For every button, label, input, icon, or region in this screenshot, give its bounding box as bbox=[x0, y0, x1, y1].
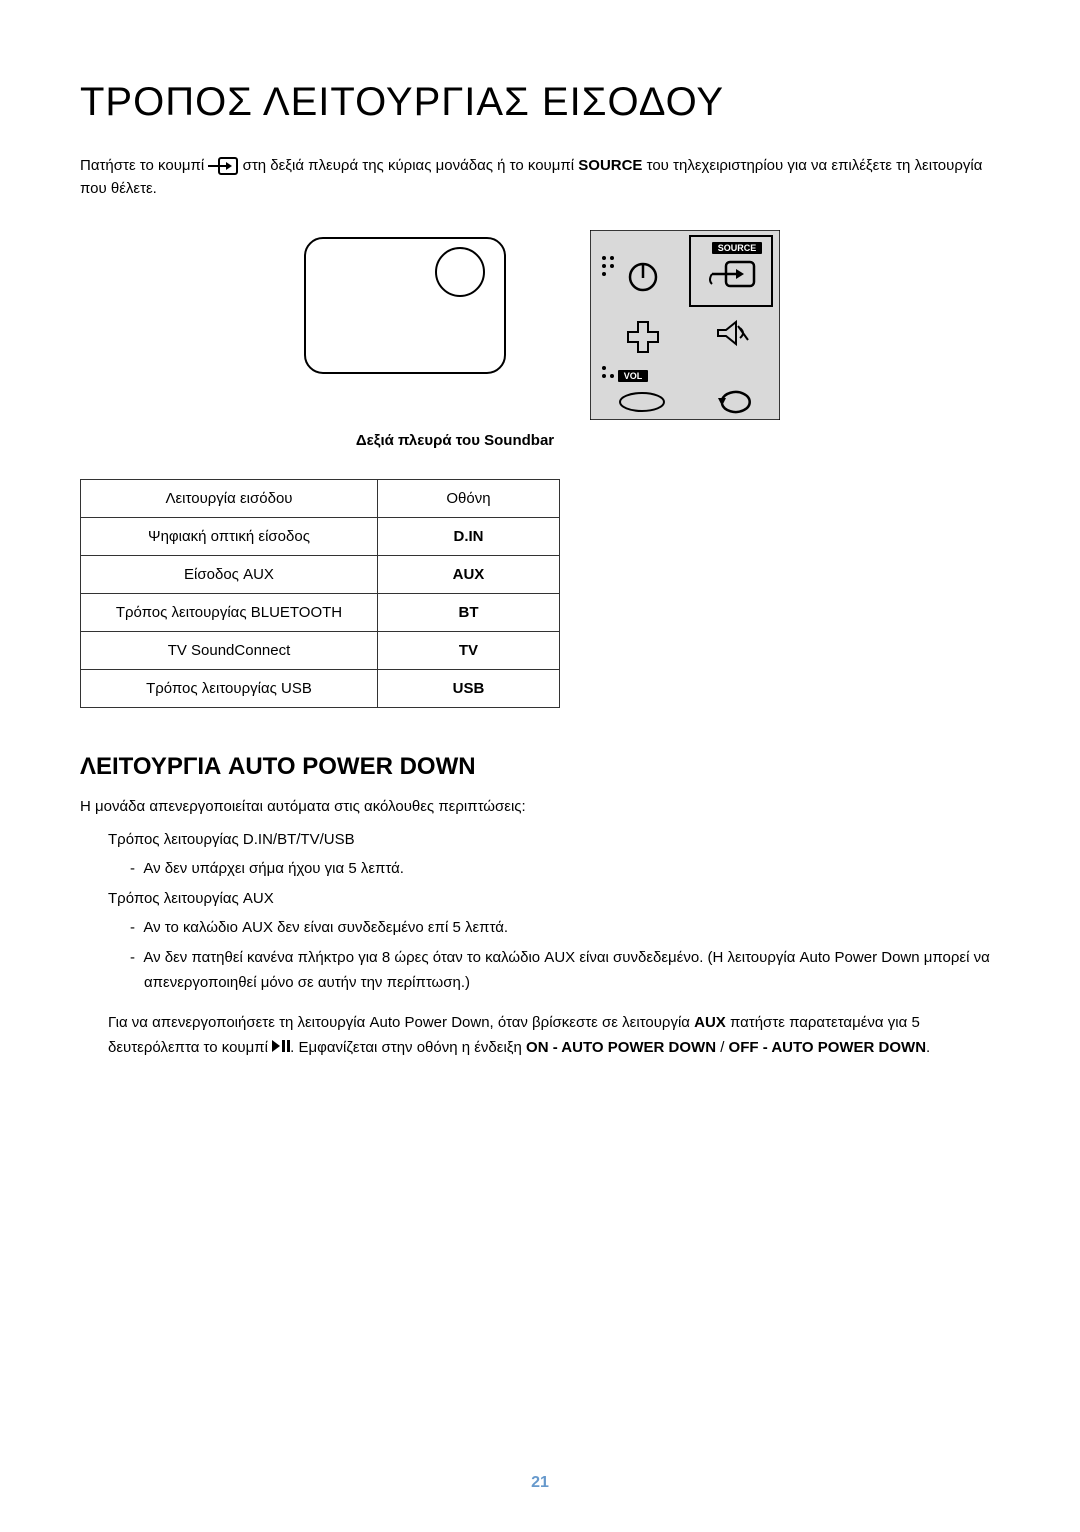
soundbar-caption: Δεξιά πλευρά του Soundbar bbox=[0, 432, 1000, 449]
cell-display: USB bbox=[377, 670, 559, 708]
source-bold-text: SOURCE bbox=[578, 157, 642, 174]
th-input-mode: Λειτουργία εισόδου bbox=[81, 480, 378, 518]
mode2-item: - Αν το καλώδιο AUX δεν είναι συνδεδεμέν… bbox=[130, 915, 1000, 941]
remote-diagram: SOURCE bbox=[590, 230, 780, 420]
autopower-list: Τρόπος λειτουργίας D.IN/BT/TV/USB - Αν δ… bbox=[108, 827, 1000, 1061]
mode1-item: - Αν δεν υπάρχει σήμα ήχου για 5 λεπτά. bbox=[130, 856, 1000, 882]
source-inline-icon bbox=[208, 157, 238, 175]
note-on: ON - AUTO POWER DOWN bbox=[526, 1039, 716, 1056]
table-row: Είσοδος AUX AUX bbox=[81, 556, 560, 594]
cell-mode: Τρόπος λειτουργίας BLUETOOTH bbox=[81, 594, 378, 632]
note-part3: . Εμφανίζεται στην οθόνη η ένδειξη bbox=[290, 1039, 526, 1056]
source-label: SOURCE bbox=[718, 243, 757, 253]
cell-display: TV bbox=[377, 632, 559, 670]
input-mode-table: Λειτουργία εισόδου Οθόνη Ψηφιακή οπτική … bbox=[80, 479, 560, 708]
cell-mode: Είσοδος AUX bbox=[81, 556, 378, 594]
cell-display: AUX bbox=[377, 556, 559, 594]
autopower-intro: Η μονάδα απενεργοποιείται αυτόματα στις … bbox=[80, 796, 1000, 819]
mode2-title: Τρόπος λειτουργίας AUX bbox=[108, 886, 1000, 912]
page-title: ΤΡΟΠΟΣ ΛΕΙΤΟΥΡΓΙΑΣ ΕΙΣΟΔΟΥ bbox=[80, 80, 1000, 125]
table-row: Τρόπος λειτουργίας USB USB bbox=[81, 670, 560, 708]
cell-mode: TV SoundConnect bbox=[81, 632, 378, 670]
note-off: OFF - AUTO POWER DOWN bbox=[729, 1039, 926, 1056]
vol-label: VOL bbox=[624, 371, 643, 381]
table-row: TV SoundConnect TV bbox=[81, 632, 560, 670]
th-display: Οθόνη bbox=[377, 480, 559, 518]
soundbar-side-diagram bbox=[300, 230, 510, 380]
mode2-item: - Αν δεν πατηθεί κανένα πλήκτρο για 8 ώρ… bbox=[130, 945, 1000, 996]
note-period: . bbox=[926, 1039, 930, 1056]
mode1-title: Τρόπος λειτουργίας D.IN/BT/TV/USB bbox=[108, 827, 1000, 853]
table-row: Ψηφιακή οπτική είσοδος D.IN bbox=[81, 518, 560, 556]
table-header-row: Λειτουργία εισόδου Οθόνη bbox=[81, 480, 560, 518]
cell-display: D.IN bbox=[377, 518, 559, 556]
intro-part1: Πατήστε το κουμπί bbox=[80, 157, 208, 174]
cell-display: BT bbox=[377, 594, 559, 632]
cell-mode: Τρόπος λειτουργίας USB bbox=[81, 670, 378, 708]
note-part1: Για να απενεργοποιήσετε τη λειτουργία Au… bbox=[108, 1014, 694, 1031]
note-aux: AUX bbox=[694, 1014, 726, 1031]
autopower-note: Για να απενεργοποιήσετε τη λειτουργία Au… bbox=[108, 1010, 1000, 1061]
diagrams-row: SOURCE bbox=[80, 230, 1000, 420]
auto-power-down-heading: ΛΕΙΤΟΥΡΓΙΑ AUTO POWER DOWN bbox=[80, 753, 1000, 781]
intro-part2: στη δεξιά πλευρά της κύριας μονάδας ή το… bbox=[243, 157, 579, 174]
intro-paragraph: Πατήστε το κουμπί στη δεξιά πλευρά της κ… bbox=[80, 155, 1000, 200]
table-row: Τρόπος λειτουργίας BLUETOOTH BT bbox=[81, 594, 560, 632]
page-number: 21 bbox=[0, 1474, 1080, 1492]
play-pause-icon bbox=[272, 1035, 290, 1061]
cell-mode: Ψηφιακή οπτική είσοδος bbox=[81, 518, 378, 556]
note-slash: / bbox=[716, 1039, 729, 1056]
